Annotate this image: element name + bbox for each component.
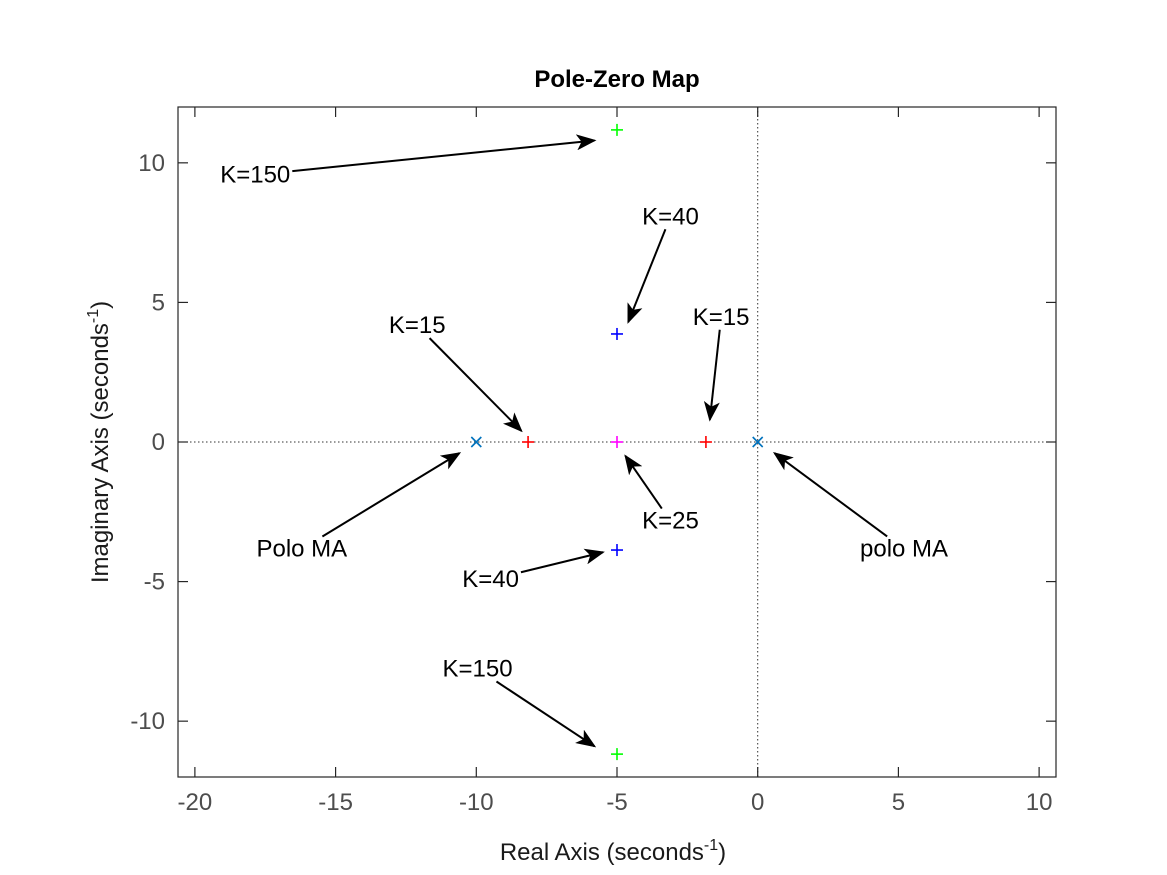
y-axis-title-text: Imaginary Axis (seconds (87, 323, 114, 583)
annotation-labels: K=150 K=40 K=15 K=15 Polo MA polo MA K=25 K=40 K… (220, 161, 948, 682)
annotation-label: Polo MA (256, 535, 347, 562)
y-axis-close-paren: ) (87, 301, 114, 309)
x-axis-title: Real Axis (seconds-1) (500, 837, 726, 866)
y-axis-title: Imaginary Axis (seconds-1) (85, 301, 114, 583)
pole-plus-marker (611, 123, 623, 136)
y-tick-label: 0 (152, 429, 165, 456)
x-tick-label: -10 (459, 789, 494, 816)
annotation-label: K=25 (642, 508, 699, 535)
pole-plus-marker (611, 327, 623, 340)
pole-plus-marker (611, 436, 623, 448)
x-axis-unit-exponent: -1 (704, 837, 718, 854)
x-tick-label: -15 (318, 789, 353, 816)
annotation-label: K=150 (443, 656, 513, 683)
annotation-arrow (428, 337, 523, 433)
chart-title: Pole-Zero Map (534, 66, 699, 93)
x-axis-title-text: Real Axis (seconds (500, 839, 704, 866)
annotation-arrow (772, 451, 888, 538)
pole-plus-marker (522, 436, 535, 448)
annotation-label: K=15 (389, 312, 446, 339)
x-tick-label: 10 (1026, 789, 1053, 816)
y-axis-unit-exponent: -1 (85, 309, 102, 323)
pole-plus-marker (611, 748, 623, 761)
y-tick-label: 10 (138, 150, 165, 177)
y-tick-label: 5 (152, 289, 165, 316)
pole-markers (470, 123, 764, 761)
annotation-arrow (624, 454, 663, 510)
annotation-label: K=40 (462, 566, 519, 593)
annotation-label: K=150 (220, 161, 290, 188)
x-tick-label: -5 (606, 789, 627, 816)
pole-plus-marker (611, 544, 623, 557)
annotation-arrow (495, 680, 597, 748)
pole-x-marker (470, 436, 482, 448)
y-tick-label: -5 (144, 569, 165, 596)
pole-plus-marker (699, 436, 712, 448)
annotation-arrow (627, 228, 667, 324)
annotation-arrow (520, 548, 605, 574)
x-axis-close-paren: ) (718, 839, 726, 866)
annotation-arrow (703, 329, 721, 422)
annotation-arrow (292, 134, 597, 173)
annotation-label: K=15 (693, 304, 750, 331)
x-tick-label: -20 (178, 789, 213, 816)
axis-ticks: -20 -15 -10 -5 0 5 10 -10 -5 0 5 10 (130, 107, 1056, 816)
annotation-label: K=40 (642, 203, 699, 230)
annotation-arrow (321, 452, 462, 538)
y-tick-label: -10 (130, 708, 165, 735)
x-tick-label: 0 (751, 789, 764, 816)
pole-x-marker (752, 436, 764, 448)
x-tick-label: 5 (892, 789, 905, 816)
annotation-arrows (292, 134, 888, 748)
annotation-label: polo MA (860, 535, 948, 562)
